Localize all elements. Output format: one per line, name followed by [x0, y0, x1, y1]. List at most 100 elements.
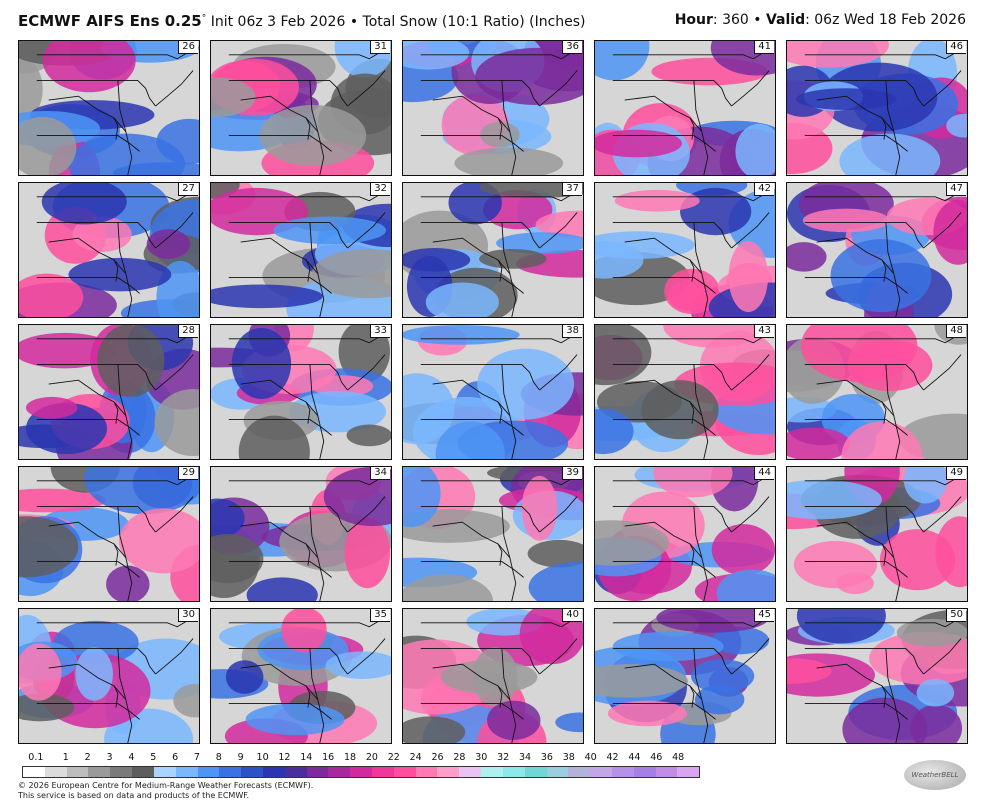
snowfall-map	[595, 609, 775, 743]
legend-tick-label: 38	[562, 752, 575, 763]
legend-tick-label: 9	[237, 752, 244, 763]
valid-value: : 06z Wed 18 Feb 2026	[805, 12, 966, 28]
legend-tick-label: 42	[606, 752, 619, 763]
model-name: ECMWF AIFS Ens 0.25	[18, 12, 202, 30]
ensemble-panel: 50	[786, 608, 968, 744]
legend-swatch	[284, 767, 307, 777]
logo-text: WeatherBELL	[911, 771, 959, 779]
member-number: 40	[562, 609, 582, 622]
ensemble-panel: 48	[786, 324, 968, 460]
legend-swatch	[677, 767, 700, 777]
legend-swatch	[262, 767, 285, 777]
legend-labels: 0.1 1 2 3 4 5 6 7 8 9 10 12 14 16 18 20 22 24 26 28 30 32 34 36…	[22, 752, 700, 765]
snowfall-map	[211, 325, 391, 459]
legend-strip	[22, 766, 700, 778]
legend-swatch	[23, 767, 45, 777]
snowfall-map	[403, 183, 583, 317]
member-number: 36	[562, 41, 582, 54]
copyright-line-2: This service is based on data and produc…	[18, 790, 250, 800]
legend-swatch	[44, 767, 67, 777]
snowfall-map	[403, 467, 583, 601]
legend-swatch	[88, 767, 111, 777]
weatherbell-logo: WeatherBELL	[904, 760, 966, 790]
legend-tick-label: 3	[106, 752, 113, 763]
member-number: 44	[754, 467, 774, 480]
legend-swatch	[502, 767, 525, 777]
legend-swatch	[655, 767, 678, 777]
ensemble-panel: 45	[594, 608, 776, 744]
legend-swatch	[350, 767, 372, 777]
legend-tick-label: 28	[453, 752, 466, 763]
snowfall-map	[595, 183, 775, 317]
ensemble-panel: 30	[18, 608, 200, 744]
member-number: 28	[178, 325, 198, 338]
legend-swatch	[590, 767, 612, 777]
legend-swatch	[415, 767, 438, 777]
ensemble-panel: 33	[210, 324, 392, 460]
ensemble-panel: 44	[594, 466, 776, 602]
ensemble-panel: 40	[402, 608, 584, 744]
snowfall-map	[595, 325, 775, 459]
legend-swatch	[437, 767, 460, 777]
legend-swatch	[241, 767, 263, 777]
member-number: 29	[178, 467, 198, 480]
legend-swatch	[524, 767, 547, 777]
member-number: 37	[562, 183, 582, 196]
legend-swatch	[153, 767, 176, 777]
legend-swatch	[175, 767, 198, 777]
snowfall-map	[19, 41, 199, 175]
member-number: 43	[754, 325, 774, 338]
member-number: 34	[370, 467, 390, 480]
member-number: 49	[946, 467, 966, 480]
legend-tick-label: 46	[650, 752, 663, 763]
ensemble-panel: 41	[594, 40, 776, 176]
ensemble-panel: 47	[786, 182, 968, 318]
snowfall-map	[787, 467, 967, 601]
member-number: 48	[946, 325, 966, 338]
member-number: 46	[946, 41, 966, 54]
ensemble-panel: 35	[210, 608, 392, 744]
member-number: 39	[562, 467, 582, 480]
member-number: 45	[754, 609, 774, 622]
snowfall-map	[211, 183, 391, 317]
ensemble-panel: 46	[786, 40, 968, 176]
member-number: 26	[178, 41, 198, 54]
copyright-notice: © 2026 European Centre for Medium-Range …	[18, 781, 313, 800]
member-number: 35	[370, 609, 390, 622]
legend-swatch	[372, 767, 394, 777]
legend-tick-label: 20	[365, 752, 378, 763]
legend-tick-label: 5	[150, 752, 157, 763]
snowfall-map	[595, 41, 775, 175]
copyright-line-1: © 2026 European Centre for Medium-Range …	[18, 781, 314, 790]
ensemble-panel: 32	[210, 182, 392, 318]
valid-time: Hour: 360 • Valid: 06z Wed 18 Feb 2026	[675, 12, 966, 28]
ensemble-panel: 43	[594, 324, 776, 460]
legend-swatch	[110, 767, 133, 777]
legend-tick-label: 4	[128, 752, 135, 763]
ensemble-panel: 39	[402, 466, 584, 602]
legend-tick-label: 1	[62, 752, 69, 763]
ensemble-panel: 27	[18, 182, 200, 318]
legend-tick-label: 2	[84, 752, 91, 763]
snowfall-map	[595, 467, 775, 601]
hour-label: Hour	[674, 12, 713, 28]
legend-tick-label: 18	[344, 752, 357, 763]
snowfall-map	[19, 467, 199, 601]
snowfall-map	[787, 183, 967, 317]
map-title: ECMWF AIFS Ens 0.25° Init 06z 3 Feb 2026…	[18, 12, 586, 30]
legend-tick-label: 12	[278, 752, 291, 763]
ensemble-panel: 34	[210, 466, 392, 602]
member-number: 32	[370, 183, 390, 196]
legend-tick-label: 14	[300, 752, 313, 763]
snowfall-map	[403, 325, 583, 459]
legend-tick-label: 0.1	[28, 752, 44, 763]
legend-tick-label: 22	[387, 752, 400, 763]
snowfall-map	[787, 609, 967, 743]
member-number: 47	[946, 183, 966, 196]
color-legend: 0.1 1 2 3 4 5 6 7 8 9 10 12 14 16 18 20 22 24 26 28 30 32 34 36…	[22, 752, 700, 778]
ensemble-panel: 37	[402, 182, 584, 318]
ensemble-panel: 36	[402, 40, 584, 176]
snowfall-map	[19, 609, 199, 743]
hour-value: : 360 •	[712, 12, 766, 28]
snowfall-map	[787, 41, 967, 175]
